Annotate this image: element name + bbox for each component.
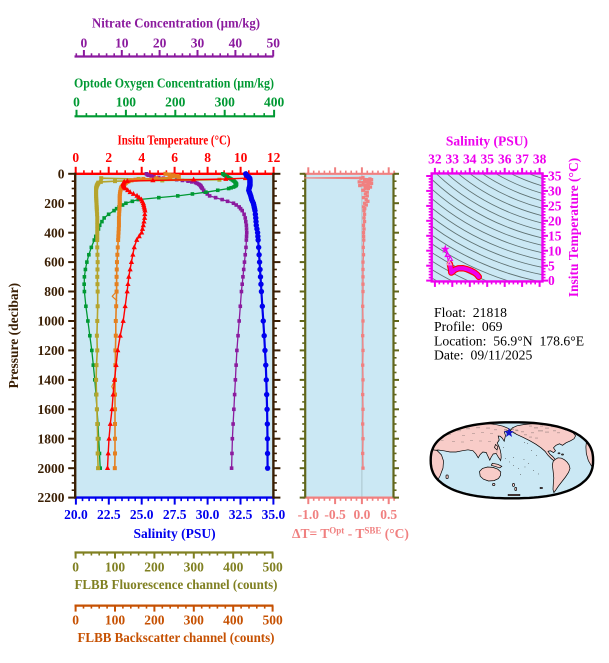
svg-text:500: 500 [262, 559, 283, 574]
svg-text:1600: 1600 [38, 402, 65, 417]
svg-text:20: 20 [548, 213, 562, 228]
svg-text:4: 4 [138, 150, 145, 165]
svg-text:0: 0 [58, 166, 65, 181]
svg-text:15: 15 [548, 228, 562, 243]
svg-text:50: 50 [266, 36, 280, 51]
svg-text:22.5: 22.5 [97, 507, 121, 522]
svg-text:30: 30 [548, 184, 562, 199]
svg-text:0: 0 [548, 273, 555, 288]
svg-text:Location: 56.9°N 178.6°E: Location: 56.9°N 178.6°E [434, 334, 584, 349]
svg-text:600: 600 [44, 255, 65, 270]
svg-text:Optode Oxygen Concentration (µ: Optode Oxygen Concentration (µm/kg) [74, 76, 274, 91]
svg-text:33: 33 [446, 152, 460, 167]
svg-text:38: 38 [533, 152, 547, 167]
svg-text:1400: 1400 [38, 373, 65, 388]
svg-text:12: 12 [267, 150, 281, 165]
svg-text:100: 100 [116, 95, 137, 110]
svg-text:1200: 1200 [38, 343, 65, 358]
svg-text:-1.0: -1.0 [298, 507, 320, 522]
svg-text:32.5: 32.5 [229, 507, 253, 522]
svg-text:Salinity (PSU): Salinity (PSU) [446, 134, 528, 149]
svg-text:25: 25 [548, 199, 562, 214]
svg-text:Insitu Temperature (°C): Insitu Temperature (°C) [118, 133, 231, 148]
svg-text:400: 400 [44, 225, 65, 240]
svg-text:Salinity (PSU): Salinity (PSU) [134, 526, 216, 541]
svg-text:ΔT= TOpt - TSBE (°C): ΔT= TOpt - TSBE (°C) [292, 526, 409, 542]
svg-text:0: 0 [81, 36, 88, 51]
svg-text:200: 200 [144, 612, 165, 627]
svg-text:0.5: 0.5 [380, 507, 397, 522]
svg-text:35: 35 [548, 169, 562, 184]
svg-text:0: 0 [73, 95, 80, 110]
svg-text:30.0: 30.0 [196, 507, 220, 522]
svg-text:0: 0 [72, 150, 79, 165]
svg-text:FLBB Fluorescence channel (cou: FLBB Fluorescence channel (counts) [75, 577, 278, 592]
svg-text:0.0: 0.0 [353, 507, 370, 522]
svg-text:Pressure (decibar): Pressure (decibar) [6, 283, 21, 389]
svg-text:400: 400 [223, 612, 244, 627]
svg-text:2: 2 [105, 150, 112, 165]
svg-text:20: 20 [153, 36, 167, 51]
svg-text:20.0: 20.0 [64, 507, 88, 522]
svg-text:300: 300 [215, 95, 236, 110]
svg-text:5: 5 [548, 258, 555, 273]
svg-text:Profile: 069: Profile: 069 [434, 319, 503, 334]
svg-text:10: 10 [234, 150, 248, 165]
svg-text:35: 35 [480, 152, 494, 167]
svg-text:10: 10 [548, 243, 562, 258]
svg-text:6: 6 [171, 150, 178, 165]
svg-text:1800: 1800 [38, 431, 65, 446]
svg-text:300: 300 [184, 612, 205, 627]
svg-text:25.0: 25.0 [130, 507, 154, 522]
svg-text:30: 30 [191, 36, 205, 51]
svg-text:Insitu Temperature (°C): Insitu Temperature (°C) [566, 158, 581, 297]
svg-text:Float: 21818: Float: 21818 [434, 305, 507, 320]
svg-text:Date: 09/11/2025: Date: 09/11/2025 [434, 348, 532, 363]
svg-text:Nitrate Concentration (µm/kg): Nitrate Concentration (µm/kg) [92, 16, 260, 31]
svg-text:37: 37 [515, 152, 529, 167]
svg-text:0: 0 [72, 612, 79, 627]
svg-text:35.0: 35.0 [262, 507, 286, 522]
svg-text:10: 10 [115, 36, 129, 51]
svg-text:2000: 2000 [38, 461, 65, 476]
svg-text:800: 800 [44, 284, 65, 299]
svg-text:27.5: 27.5 [163, 507, 187, 522]
svg-text:8: 8 [204, 150, 211, 165]
svg-text:500: 500 [262, 612, 283, 627]
svg-text:200: 200 [165, 95, 186, 110]
svg-text:100: 100 [105, 559, 126, 574]
svg-text:FLBB Backscatter channel (coun: FLBB Backscatter channel (counts) [78, 630, 275, 645]
svg-text:34: 34 [463, 152, 477, 167]
svg-text:400: 400 [264, 95, 285, 110]
svg-text:100: 100 [105, 612, 126, 627]
svg-text:0: 0 [72, 559, 79, 574]
svg-text:400: 400 [223, 559, 244, 574]
svg-text:40: 40 [229, 36, 243, 51]
svg-text:200: 200 [144, 559, 165, 574]
svg-text:200: 200 [44, 196, 65, 211]
svg-text:-0.5: -0.5 [324, 507, 346, 522]
svg-text:300: 300 [184, 559, 205, 574]
svg-text:1000: 1000 [38, 314, 65, 329]
svg-text:36: 36 [498, 152, 512, 167]
svg-text:32: 32 [428, 152, 442, 167]
svg-text:2200: 2200 [38, 490, 65, 505]
